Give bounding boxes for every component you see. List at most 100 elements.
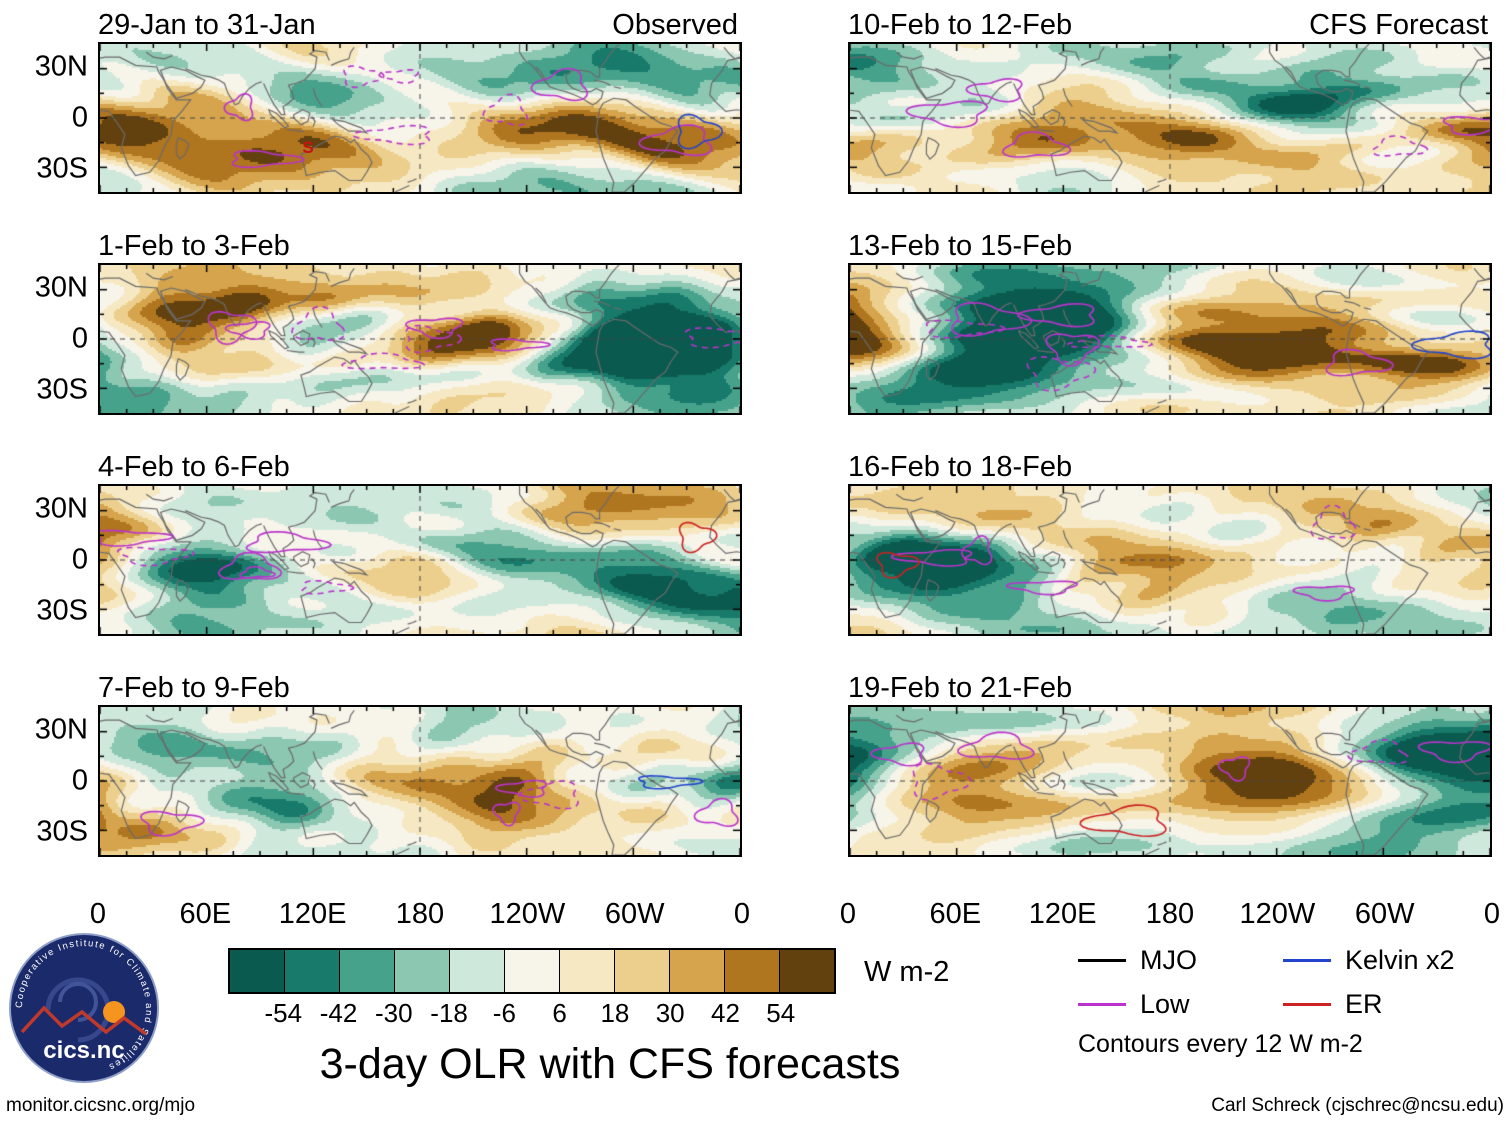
colorbar-cell (615, 950, 670, 992)
x-tick-label: 60W (1354, 898, 1415, 930)
figure-footer-section: Cooperative Institute for Climate and Sa… (0, 933, 1510, 1138)
x-tick-label: 0 (1483, 898, 1501, 930)
x-tick-label: 120E (1028, 898, 1097, 930)
legend-item-mjo: MJO (1078, 938, 1283, 982)
panels-grid: 29-Jan to 31-Jan Observed 30N 0 30S S 1-… (14, 6, 1500, 936)
y-tick-label: 0 (71, 101, 88, 134)
colorbar-tick-label: 30 (655, 998, 685, 1028)
y-tick-label: 30N (34, 50, 88, 83)
panel-title: 1-Feb to 3-Feb (98, 230, 290, 262)
panel-title: 10-Feb to 12-Feb (848, 9, 1073, 41)
y-axis-labels: 30N 0 30S (14, 484, 98, 636)
logo-spiral-icon (45, 977, 111, 1043)
colorbar-tick-label: -54 (264, 998, 303, 1028)
colorbar-cell (340, 950, 395, 992)
map-plot (848, 42, 1492, 194)
map-plot (98, 705, 742, 857)
map-panel-observed-2: 1-Feb to 3-Feb 30N 0 30S (14, 227, 742, 415)
x-tick-label: 0 (839, 898, 857, 930)
x-tick-label: 60E (929, 898, 982, 930)
colorbar-units-label: W m-2 (864, 956, 950, 988)
olr-map-canvas (100, 265, 740, 413)
map-panel-observed-4: 7-Feb to 9-Feb 30N 0 30S (14, 669, 742, 857)
colorbar-tick-label: 42 (710, 998, 740, 1028)
forecast-column: 10-Feb to 12-Feb CFS Forecast 13-Feb to … (840, 6, 1500, 936)
x-tick-label: 180 (395, 898, 445, 930)
colorbar-tick-label: 18 (600, 998, 630, 1028)
map-panel-forecast-1: 10-Feb to 12-Feb CFS Forecast (848, 6, 1492, 194)
mjo-line-swatch (1078, 958, 1126, 962)
kelvin-line-swatch (1283, 958, 1331, 962)
colorbar: -54 -42 -30 -18 -6 6 18 30 42 54 (228, 948, 836, 1028)
y-axis-labels: 30N 0 30S (14, 42, 98, 194)
y-tick-label: 0 (71, 764, 88, 797)
colorbar-cells (228, 948, 836, 994)
panel-corner-label: Observed (612, 9, 738, 41)
x-tick-label: 120W (489, 898, 566, 930)
figure-title: 3-day OLR with CFS forecasts (319, 1040, 901, 1088)
panel-corner-label: CFS Forecast (1309, 9, 1488, 41)
y-axis-labels: 30N 0 30S (14, 705, 98, 857)
map-panel-forecast-2: 13-Feb to 15-Feb (848, 227, 1492, 415)
x-tick-label: 0 (89, 898, 107, 930)
panel-title: 4-Feb to 6-Feb (98, 451, 290, 483)
y-tick-label: 30N (34, 492, 88, 525)
low-line-swatch (1078, 1002, 1126, 1006)
map-plot: S (98, 42, 742, 194)
logo-sun-icon (103, 1001, 125, 1023)
colorbar-tick-label: -6 (492, 998, 516, 1028)
legend-item-kelvin: Kelvin x2 (1283, 938, 1488, 982)
cics-logo: Cooperative Institute for Climate and Sa… (9, 933, 159, 1083)
olr-map-canvas (850, 707, 1490, 855)
contour-legend: MJO Low Kelvin x2 ER (1078, 938, 1498, 1026)
y-tick-label: 30S (36, 594, 88, 627)
panel-title: 16-Feb to 18-Feb (848, 451, 1073, 483)
map-plot (848, 263, 1492, 415)
map-plot (848, 484, 1492, 636)
legend-item-low: Low (1078, 982, 1283, 1026)
x-tick-label: 0 (733, 898, 751, 930)
er-line-swatch (1283, 1002, 1331, 1006)
panel-title: 7-Feb to 9-Feb (98, 672, 290, 704)
panel-title: 13-Feb to 15-Feb (848, 230, 1073, 262)
logo-wordmark: cics.nc (43, 1037, 124, 1064)
map-plot (98, 263, 742, 415)
map-panel-forecast-3: 16-Feb to 18-Feb (848, 448, 1492, 636)
colorbar-cell (285, 950, 340, 992)
olr-map-canvas (850, 265, 1490, 413)
colorbar-cell (780, 950, 834, 992)
colorbar-cell (670, 950, 725, 992)
x-axis-labels: 0 60E 120E 180 120W 60W 0 (840, 890, 1500, 936)
x-tick-label: 60W (604, 898, 665, 930)
map-panel-observed-1: 29-Jan to 31-Jan Observed 30N 0 30S S (14, 6, 742, 194)
x-axis-labels: 0 60E 120E 180 120W 60W 0 (90, 890, 750, 936)
y-axis-labels: 30N 0 30S (14, 263, 98, 415)
colorbar-cell (505, 950, 560, 992)
y-tick-label: 30S (36, 373, 88, 406)
colorbar-cell (560, 950, 615, 992)
panel-title: 29-Jan to 31-Jan (98, 9, 316, 41)
olr-map-canvas (100, 707, 740, 855)
colorbar-tick-labels: -54 -42 -30 -18 -6 6 18 30 42 54 (228, 994, 836, 1028)
olr-map-canvas (100, 486, 740, 634)
storm-marker: S (302, 137, 314, 157)
y-tick-label: 30N (34, 713, 88, 746)
y-tick-label: 30S (36, 815, 88, 848)
observed-column: 29-Jan to 31-Jan Observed 30N 0 30S S 1-… (14, 6, 750, 936)
contour-interval-note: Contours every 12 W m-2 (1078, 1030, 1363, 1058)
logo-circle (9, 933, 159, 1083)
y-tick-label: 0 (71, 543, 88, 576)
colorbar-cell (230, 950, 285, 992)
map-plot (848, 705, 1492, 857)
colorbar-tick-label: 6 (552, 998, 567, 1028)
colorbar-tick-label: -30 (375, 998, 413, 1028)
olr-map-canvas (850, 486, 1490, 634)
colorbar-cell (395, 950, 450, 992)
colorbar-tick-label: 54 (766, 998, 796, 1028)
x-tick-label: 180 (1145, 898, 1195, 930)
footer-credit: Carl Schreck (cjschrec@ncsu.edu) (1211, 1095, 1504, 1116)
x-tick-label: 120W (1239, 898, 1316, 930)
x-tick-label: 60E (179, 898, 232, 930)
legend-item-er: ER (1283, 982, 1488, 1026)
olr-map-canvas (100, 44, 740, 192)
